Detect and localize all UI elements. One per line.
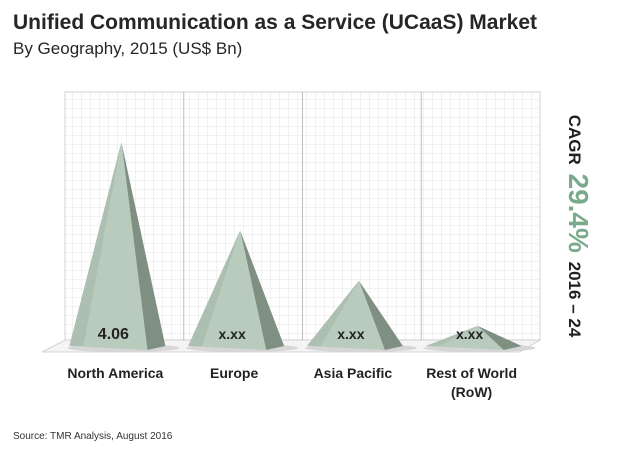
pyramid-face-left: [306, 280, 359, 346]
category-label: Asia Pacific: [314, 365, 393, 381]
pyramid-face-left: [69, 142, 122, 346]
pyramid-face-right: [477, 325, 522, 350]
category-label: North America: [67, 365, 163, 381]
category-label: Rest of World: [426, 365, 517, 381]
data-label: x.xx: [219, 326, 246, 342]
cagr-value: 29.4%: [563, 173, 594, 253]
pyramid-face-front: [425, 325, 504, 350]
data-label: 4.06: [98, 326, 129, 343]
pyramid-mark-2: [186, 230, 299, 352]
pyramid-face-right: [358, 280, 403, 350]
source-note: Source: TMR Analysis, August 2016: [13, 431, 173, 442]
pyramid-face-right: [121, 142, 166, 350]
chart-labels: 4.06 North America x.xx Europe x.xx Asia Paci…: [67, 326, 517, 400]
cagr-callout: CAGR 29.4% 2016 – 24: [548, 76, 608, 376]
pyramid-mark-1: [67, 142, 180, 352]
data-label: x.xx: [337, 326, 364, 342]
category-label: Europe: [210, 365, 258, 381]
data-label: x.xx: [456, 326, 483, 342]
pyramid-face-left: [188, 230, 241, 346]
cagr-label: CAGR: [565, 114, 584, 165]
pyramid-face-right: [240, 230, 285, 350]
cagr-period: 2016 – 24: [565, 261, 584, 338]
chart-title: Unified Communication as a Service (UCaa…: [13, 11, 537, 34]
category-label: (RoW): [451, 384, 492, 400]
pyramid-face-left: [425, 325, 478, 346]
pyramid-mark-4: [423, 325, 536, 352]
chart-marks: [67, 142, 536, 352]
pyramid-mark-3: [304, 280, 417, 352]
chart-subtitle: By Geography, 2015 (US$ Bn): [13, 39, 243, 58]
